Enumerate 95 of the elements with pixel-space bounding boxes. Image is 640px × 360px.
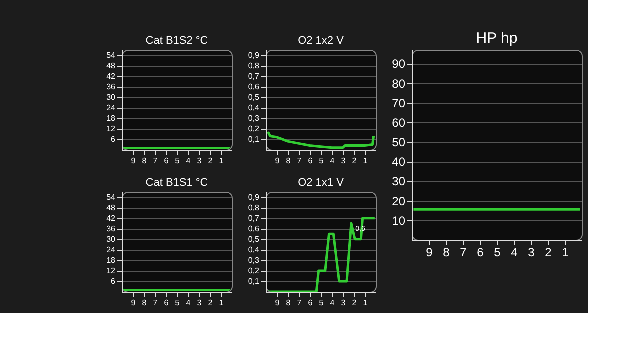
x-tick-label: 1	[562, 246, 570, 260]
x-tick-label: 5	[494, 246, 502, 260]
y-tick-label: 20	[392, 194, 406, 208]
x-tick-label: 7	[153, 156, 158, 166]
y-tick-label: 60	[392, 116, 406, 130]
x-tick-label: 7	[297, 298, 302, 308]
y-tick-label: 50	[392, 136, 406, 150]
x-tick-label: 2	[208, 298, 214, 308]
x-tick-label: 4	[330, 156, 336, 166]
y-tick-label: 0,3	[248, 256, 260, 265]
y-tick-label: 0,8	[248, 203, 260, 212]
y-tick-label: 0,2	[248, 124, 260, 134]
x-tick-label: 1	[363, 156, 368, 166]
y-tick-label: 90	[392, 57, 406, 72]
y-tick-label: 18	[106, 114, 116, 123]
y-tick-label: 0,9	[248, 50, 260, 60]
y-tick-label: 12	[106, 124, 116, 134]
chart-title: O2 1x2 V	[298, 35, 345, 47]
x-tick-label: 8	[286, 298, 292, 308]
y-tick-label: 0,4	[248, 245, 260, 254]
x-tick-label: 8	[142, 156, 148, 166]
x-tick-label: 3	[528, 246, 536, 260]
y-tick-label: 0,1	[248, 134, 260, 144]
y-tick-label: 54	[106, 192, 116, 202]
x-tick-label: 5	[319, 298, 324, 308]
x-tick-label: 4	[511, 246, 518, 260]
y-tick-label: 6	[111, 134, 116, 144]
x-tick-label: 6	[164, 156, 170, 166]
y-tick-label: 24	[106, 245, 116, 254]
y-tick-label: 40	[392, 155, 406, 170]
x-tick-label: 2	[352, 156, 358, 166]
x-tick-label: 3	[197, 298, 202, 308]
x-tick-label: 5	[319, 156, 324, 166]
x-tick-label: 2	[208, 156, 214, 166]
y-tick-label: 0,3	[248, 114, 260, 123]
y-tick-label: 36	[106, 82, 116, 92]
y-tick-label: 10	[392, 214, 406, 228]
x-tick-label: 9	[426, 246, 434, 260]
y-tick-label: 0,8	[248, 61, 260, 70]
y-tick-label: 0,6	[248, 82, 260, 92]
x-tick-label: 3	[341, 298, 346, 308]
x-tick-label: 4	[186, 298, 192, 308]
y-tick-label: 48	[106, 203, 116, 212]
y-tick-label: 0,9	[248, 192, 260, 202]
y-tick-label: 30	[106, 92, 116, 102]
x-tick-label: 7	[460, 246, 468, 260]
x-tick-label: 1	[219, 298, 224, 308]
y-tick-label: 30	[106, 234, 116, 244]
x-tick-label: 8	[443, 246, 450, 260]
y-tick-label: 70	[392, 96, 406, 110]
y-tick-label: 42	[106, 72, 116, 81]
x-tick-label: 6	[477, 246, 484, 260]
y-tick-label: 48	[106, 61, 116, 70]
x-tick-label: 2	[352, 298, 358, 308]
x-tick-label: 9	[275, 298, 280, 308]
x-tick-label: 7	[297, 156, 302, 166]
y-tick-label: 0,2	[248, 266, 260, 276]
x-tick-label: 9	[131, 298, 136, 308]
y-tick-label: 12	[106, 266, 116, 276]
x-tick-label: 6	[308, 298, 314, 308]
x-tick-label: 3	[197, 156, 202, 166]
x-tick-label: 5	[175, 298, 180, 308]
y-tick-label: 0,6	[248, 224, 260, 234]
chart-title: HP hp	[476, 30, 518, 47]
y-tick-label: 42	[106, 214, 116, 223]
x-tick-label: 9	[275, 156, 280, 166]
y-tick-label: 54	[106, 50, 116, 60]
y-tick-label: 36	[106, 224, 116, 234]
x-tick-label: 1	[363, 298, 368, 308]
x-tick-label: 8	[286, 156, 292, 166]
y-tick-label: 6	[111, 276, 116, 286]
x-tick-label: 8	[142, 298, 148, 308]
y-tick-label: 80	[392, 76, 406, 91]
x-tick-label: 5	[175, 156, 180, 166]
x-tick-label: 7	[153, 298, 158, 308]
x-tick-label: 3	[341, 156, 346, 166]
x-tick-label: 4	[186, 156, 192, 166]
x-tick-label: 6	[308, 156, 314, 166]
y-tick-label: 18	[106, 256, 116, 265]
y-tick-label: 0,5	[248, 234, 260, 244]
chart-title: Cat B1S1 °C	[146, 177, 208, 189]
x-tick-label: 1	[219, 156, 224, 166]
x-tick-label: 2	[545, 246, 552, 260]
y-tick-label: 24	[106, 103, 116, 112]
y-tick-label: 30	[392, 174, 406, 189]
x-tick-label: 6	[164, 298, 170, 308]
x-tick-label: 4	[330, 298, 336, 308]
chart-title: Cat B1S2 °C	[146, 35, 208, 47]
y-tick-label: 0,7	[248, 72, 260, 81]
y-tick-label: 0,5	[248, 92, 260, 102]
y-tick-label: 0,4	[248, 103, 260, 112]
y-tick-label: 0,1	[248, 276, 260, 286]
chart-title: O2 1x1 V	[298, 177, 345, 189]
x-tick-label: 9	[131, 156, 136, 166]
y-tick-label: 0,7	[248, 214, 260, 223]
